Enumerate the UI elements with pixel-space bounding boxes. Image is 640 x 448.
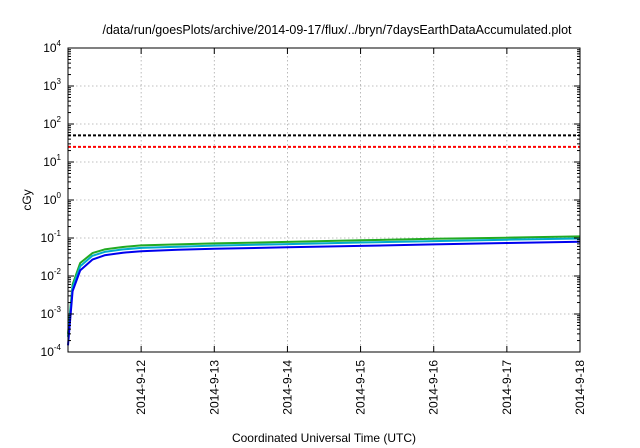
x-axis-label: Coordinated Universal Time (UTC): [232, 431, 416, 445]
y-tick-label: 10-4: [41, 343, 62, 359]
x-tick-label: 2014-9-14: [280, 360, 294, 415]
x-tick-label: 2014-9-15: [354, 360, 368, 415]
series-line-4: [67, 240, 581, 346]
series-line-2: [67, 235, 581, 334]
data-series: [67, 134, 581, 346]
x-tick-label: 2014-9-16: [427, 360, 441, 415]
chart-title: /data/run/goesPlots/archive/2014-09-17/f…: [102, 23, 572, 37]
x-tick-label: 2014-9-17: [500, 360, 514, 415]
y-axis-label: cGy: [20, 189, 34, 210]
y-tick-label: 102: [43, 115, 61, 131]
y-tick-label: 10-1: [41, 229, 62, 245]
x-tick-label: 2014-9-18: [573, 360, 587, 415]
x-axis-ticks: 2014-9-12 2014-9-13 2014-9-14 2014-9-15 2014…: [134, 48, 587, 415]
y-tick-label: 10-2: [41, 267, 62, 283]
y-axis-ticks: 10-4 10-3 10-2 10-1 100 101 102 103 104: [41, 39, 580, 359]
x-tick-label: 2014-9-12: [134, 360, 148, 415]
series-line-3: [67, 237, 581, 337]
y-tick-label: 100: [43, 191, 61, 207]
y-tick-label: 101: [43, 153, 61, 169]
grid-lines: [68, 48, 580, 352]
x-tick-label: 2014-9-13: [207, 360, 221, 415]
y-tick-label: 104: [43, 39, 61, 55]
y-tick-label: 103: [43, 77, 61, 93]
y-tick-label: 10-3: [41, 305, 62, 321]
